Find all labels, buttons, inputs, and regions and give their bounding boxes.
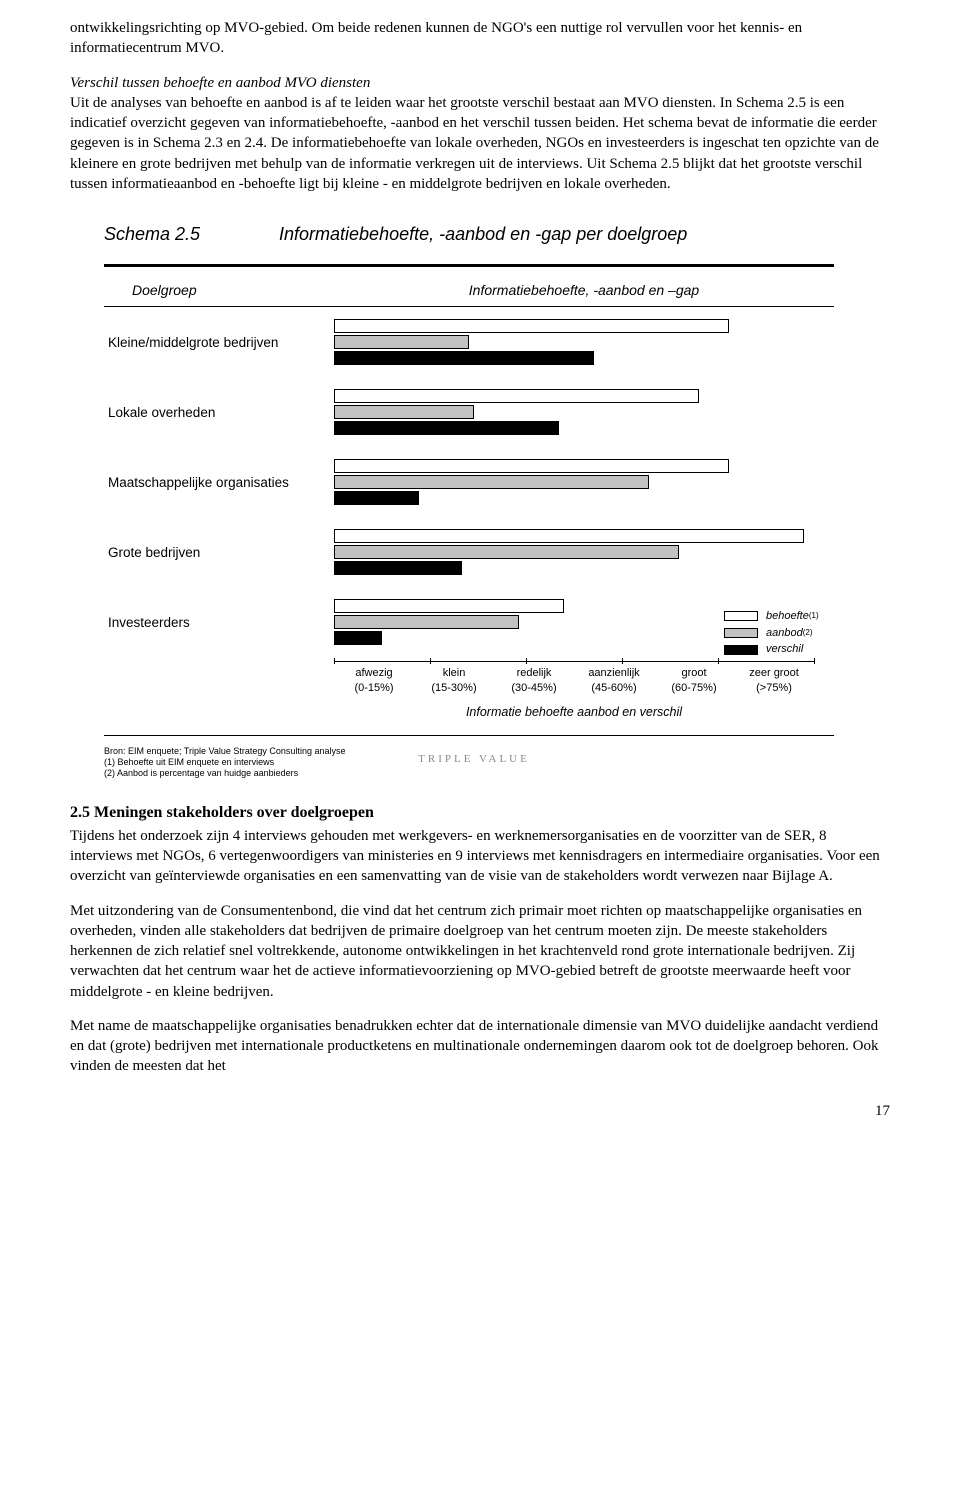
intro-p2-heading: Verschil tussen behoefte en aanbod MVO d…	[70, 75, 370, 91]
axis-tick-label: groot(60-75%)	[654, 666, 734, 696]
axis-tick-label: aanzienlijk(45-60%)	[574, 666, 654, 696]
intro-paragraph-1: ontwikkelingsrichting op MVO-gebied. Om …	[70, 18, 890, 59]
axis-labels: afwezig(0-15%)klein(15-30%)redelijk(30-4…	[334, 666, 814, 696]
triple-value-logo: TRIPLE VALUE	[374, 752, 574, 767]
bar-behoefte	[334, 389, 699, 403]
legend-swatch-aanbod	[724, 628, 758, 638]
bar-aanbod	[334, 335, 469, 349]
schema-label: Schema 2.5	[104, 222, 274, 246]
col-header-doelgroep: Doelgroep	[104, 281, 334, 300]
axis-caption: Informatie behoefte aanbod en verschil	[334, 704, 814, 721]
legend-sup1: (1)	[809, 611, 819, 622]
bar-verschil	[334, 351, 594, 365]
section-heading-2-5: 2.5 Meningen stakeholders over doelgroep…	[70, 802, 890, 824]
row-bars	[334, 529, 814, 577]
source-line-3: (2) Aanbod is percentage van huidge aanb…	[104, 768, 890, 779]
rule-top	[104, 264, 834, 267]
row-bars	[334, 459, 814, 507]
legend-swatch-behoefte	[724, 611, 758, 621]
chart-row: Kleine/middelgrote bedrijven	[104, 307, 834, 377]
row-bars	[334, 319, 814, 367]
page-number: 17	[70, 1101, 890, 1121]
bar-aanbod	[334, 405, 474, 419]
legend-swatch-verschil	[724, 645, 758, 655]
row-label: Kleine/middelgrote bedrijven	[104, 334, 334, 352]
legend: behoefte(1) aanbod(2) verschil	[724, 609, 854, 660]
bar-behoefte	[334, 599, 564, 613]
intro-p2-body: Uit de analyses van behoefte en aanbod i…	[70, 95, 879, 192]
bar-verschil	[334, 631, 382, 645]
row-label: Lokale overheden	[104, 404, 334, 422]
bar-verschil	[334, 421, 559, 435]
row-label: Grote bedrijven	[104, 544, 334, 562]
schema-2-5: Schema 2.5 Informatiebehoefte, -aanbod e…	[104, 222, 890, 766]
axis-tick-label: afwezig(0-15%)	[334, 666, 414, 696]
legend-sup2: (2)	[803, 628, 813, 639]
bar-aanbod	[334, 475, 649, 489]
bar-verschil	[334, 561, 462, 575]
axis-tick-label: klein(15-30%)	[414, 666, 494, 696]
axis-tick-label: zeer groot(>75%)	[734, 666, 814, 696]
bar-behoefte	[334, 319, 729, 333]
bar-verschil	[334, 491, 419, 505]
rule-bottom	[104, 735, 834, 736]
chart-row: Maatschappelijke organisaties	[104, 447, 834, 517]
row-label: Investeerders	[104, 614, 334, 632]
bar-aanbod	[334, 615, 519, 629]
section-p1: Tijdens het onderzoek zijn 4 interviews …	[70, 826, 890, 887]
schema-title-text: Informatiebehoefte, -aanbod en -gap per …	[279, 224, 687, 244]
axis-tick-label: redelijk(30-45%)	[494, 666, 574, 696]
intro-paragraph-2: Verschil tussen behoefte en aanbod MVO d…	[70, 73, 890, 195]
legend-label-verschil: verschil	[766, 642, 803, 657]
chart-row: Lokale overheden	[104, 377, 834, 447]
section-p3: Met name de maatschappelijke organisatie…	[70, 1016, 890, 1077]
axis-line	[334, 661, 814, 662]
section-p2: Met uitzondering van de Consumentenbond,…	[70, 901, 890, 1002]
row-bars	[334, 389, 814, 437]
bar-behoefte	[334, 459, 729, 473]
legend-label-aanbod: aanbod	[766, 626, 803, 641]
col-header-gap: Informatiebehoefte, -aanbod en –gap	[334, 281, 834, 300]
legend-label-behoefte: behoefte	[766, 609, 809, 624]
chart-row: Grote bedrijven	[104, 517, 834, 587]
row-label: Maatschappelijke organisaties	[104, 474, 334, 492]
bar-aanbod	[334, 545, 679, 559]
bar-behoefte	[334, 529, 804, 543]
